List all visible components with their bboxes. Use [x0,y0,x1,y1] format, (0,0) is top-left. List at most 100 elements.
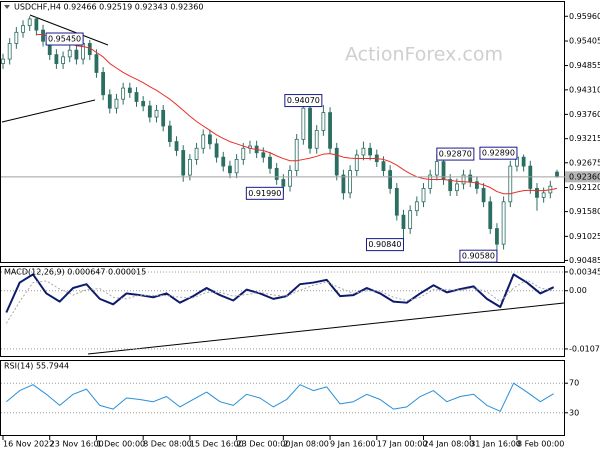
chart-title: USDCHF,H4 0.92466 0.92519 0.92343 0.9236… [14,3,203,12]
x-tick-label: 23 Nov 16:00 [50,440,104,449]
candle-body [421,188,426,203]
main-panel-frame [0,1,565,263]
series-line [5,279,554,324]
trendline [29,14,109,46]
candle-body [341,174,346,194]
candle-body [21,25,25,33]
candle-body [121,87,126,100]
candle-body [54,54,59,64]
candle-body [268,156,272,169]
candle-body [114,98,119,109]
candle-body [141,101,146,107]
last-price-box [565,171,600,183]
y-tick-label: 0.92675 [569,158,600,167]
y-tick-label: 30 [569,408,579,417]
candle-body [81,43,85,60]
candle-body [468,174,473,183]
x-tick-label: 17 Jan 00:00 [377,440,428,449]
candle-body [354,154,359,171]
y-tick-label: 0.00 [569,286,587,295]
price-callout [284,94,323,108]
candle-body [134,92,139,102]
rsi-panel-frame [0,360,565,436]
x-tick-label: 8 Dec 08:00 [143,440,192,449]
candle-body [61,56,65,64]
price-callout-label: 0.94070 [287,96,320,105]
candle-body [147,105,152,118]
candle-body [348,170,352,194]
candle-body [521,156,526,167]
price-callout-label: 0.92870 [439,150,472,159]
macd-title: MACD(12,26,9) 0.000647 0.000015 [4,268,146,277]
y-tick-label: 70 [569,379,579,388]
candle-body [448,179,453,192]
y-tick-label: 0.91025 [569,232,600,241]
candle-body [161,109,166,127]
candle-body [555,171,559,178]
rsi-title: RSI(14) 55.7944 [4,362,69,371]
candle-body [308,107,312,149]
candle-body [475,181,479,189]
candle-body [154,109,159,118]
x-tick-label: 24 Jan 08:00 [424,440,475,449]
candle-body [401,214,406,229]
price-callout-label: 0.92890 [482,149,515,158]
candle-body [274,167,279,180]
x-tick-label: 31 Jan 16:00 [470,440,521,449]
candle-body [214,143,219,158]
x-tick-label: 15 Dec 16:00 [190,440,244,449]
candle-body [187,159,192,176]
x-tick-label: 2 Jan 08:00 [283,440,329,449]
x-tick-label: 8 Feb 00:00 [517,440,564,449]
candle-body [7,43,12,60]
candle-body [501,201,506,245]
candle-body [221,156,226,167]
candle-body [388,170,393,189]
candle-body [454,183,459,192]
candle-body [314,130,319,149]
price-callout [459,249,498,263]
price-callout-label: 0.95450 [48,35,81,44]
candle-body [541,192,546,198]
candle-body [74,49,79,60]
candle-body [414,201,419,212]
candle-body [508,165,513,203]
price-callout-label: 0.91990 [248,189,281,198]
y-tick-label: 0.93215 [569,134,600,143]
candle-body [428,174,433,189]
x-tick-label: 9 Jan 16:00 [330,440,376,449]
candle-body [94,54,99,73]
candle-body [107,94,112,109]
y-tick-label: -0.0107 [569,344,600,353]
candle-body [261,152,266,158]
candle-body [228,165,232,174]
candle-body [281,179,286,187]
y-tick-label: 0.94855 [569,61,600,70]
candle-body [167,125,172,142]
y-tick-label: 0.92120 [569,183,600,192]
last-price-label: 0.92360 [569,172,600,181]
candle-body [461,174,466,185]
candle-body [208,134,212,145]
macd-panel-frame [0,266,565,357]
y-tick-label: 0.94310 [569,85,600,94]
price-callout [436,147,475,161]
candle-body [14,31,19,44]
candle-body [181,150,186,176]
trendline [87,302,565,355]
x-tick-label: 1 Dec 00:00 [96,440,145,449]
y-tick-label: 0.93760 [569,110,600,119]
candle-body [41,29,45,42]
y-tick-label: 0.003451 [569,267,600,276]
candle-body [394,188,399,216]
price-callout [479,146,518,160]
candle-body [194,147,199,160]
price-callout [45,32,84,46]
candle-body [368,147,373,156]
series-line [36,34,558,195]
candle-body [301,107,306,140]
candle-body [34,18,39,31]
candle-body [1,58,5,64]
series-line [6,382,554,412]
